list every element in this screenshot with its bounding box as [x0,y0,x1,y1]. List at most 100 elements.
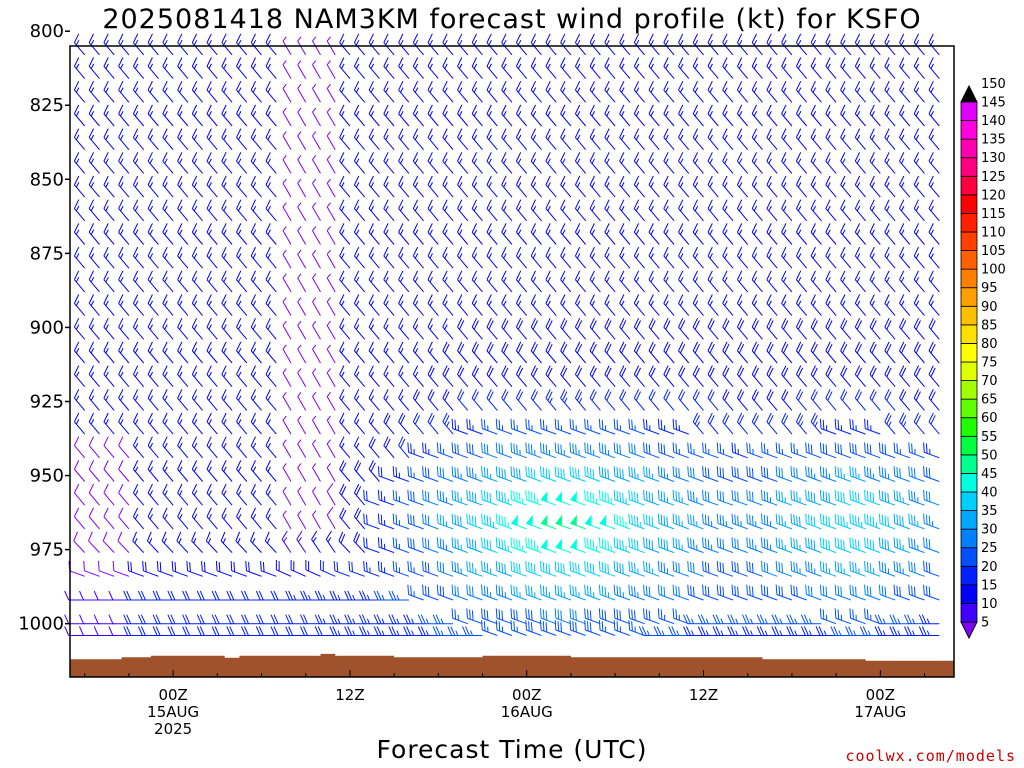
wind-barb [805,489,822,506]
wind-barb [849,442,866,459]
wind-barb [613,620,631,636]
wind-barb [781,223,793,245]
wind-barb [118,175,130,198]
wind-barb [840,317,852,340]
wind-barb [604,270,616,293]
wind-barb [108,626,129,636]
wind-barb [326,273,336,293]
wind-barb [265,33,277,56]
wind-barb [840,294,852,316]
wind-barb [93,590,115,601]
wind-barb [447,626,468,636]
wind-barb [383,412,395,435]
wind-barb [339,460,351,482]
wind-barb [206,389,218,411]
wind-barb [383,33,395,56]
wind-barb [451,608,468,625]
wind-barb [162,104,174,127]
wind-barb [147,57,159,79]
colorbar-tick-label: 105 [981,244,1006,259]
wind-barb [539,442,557,459]
wind-barb [282,510,292,530]
wind-barb [884,412,896,435]
wind-barb [854,199,866,222]
wind-barb [697,626,719,636]
wind-barb [398,57,410,79]
wind-barb [840,33,852,56]
wind-barb [422,537,439,554]
wind-barb [819,466,837,482]
wind-barb [177,80,189,103]
wind-barb [333,560,351,577]
wind-barb [584,466,601,482]
wind-barb [604,128,616,151]
wind-barb [878,442,896,459]
wind-barb [383,389,395,411]
wind-barb [554,584,572,601]
wind-barb [118,33,130,56]
wind-barb [589,317,601,340]
wind-barb [236,460,248,482]
wind-barb [760,560,778,577]
wind-barb [422,560,439,577]
wind-barb [643,584,660,601]
wind-barb [326,155,336,174]
wind-barb [297,439,307,459]
wind-barb [805,537,822,554]
wind-barb [368,104,380,127]
wind-barb [619,33,631,56]
wind-barb [442,412,454,435]
wind-barb [854,80,866,103]
wind-barb [716,560,734,577]
wind-barb [73,33,86,56]
wind-barb [486,365,498,388]
wind-barb [525,537,542,554]
wind-barb [638,626,660,636]
wind-barb [604,365,616,388]
wind-barb [177,483,189,506]
wind-barb [186,560,203,577]
wind-barb [147,483,159,506]
wind-barb [451,513,468,530]
wind-barb [290,559,306,577]
wind-barb [206,365,218,388]
wind-barb [864,584,881,601]
wind-barb [515,57,528,79]
wind-barb [206,223,218,245]
wind-barb [206,294,218,316]
wind-barb [795,128,808,151]
wind-barb [398,104,410,127]
wind-barb [672,560,689,577]
wind-barb [427,389,439,411]
wind-barb [162,33,174,56]
wind-barb [177,389,189,411]
wind-barb [908,489,925,506]
wind-barb [326,506,336,530]
wind-barb [731,560,748,577]
wind-barb [545,57,557,79]
wind-barb [250,365,262,388]
wind-barb [628,537,645,554]
wind-barb [466,442,483,459]
wind-barb [250,412,262,435]
wind-barb [864,537,881,554]
wind-barb [191,223,203,245]
wind-barb [598,418,616,435]
wind-barb [928,199,940,222]
wind-barb [736,57,749,79]
wind-barb [417,614,439,625]
wind-barb [819,513,837,530]
wind-barb [569,442,586,459]
wind-barb [510,466,527,482]
wind-barb [83,560,100,577]
wind-barb [486,57,498,79]
wind-barb [73,57,86,79]
wind-barb [599,514,616,530]
wind-barb [515,294,528,316]
wind-barb [388,614,409,625]
wind-barb [206,128,218,151]
wind-barb [501,80,513,103]
wind-barb [88,317,100,340]
wind-barb [118,128,130,151]
wind-barb [326,463,336,482]
